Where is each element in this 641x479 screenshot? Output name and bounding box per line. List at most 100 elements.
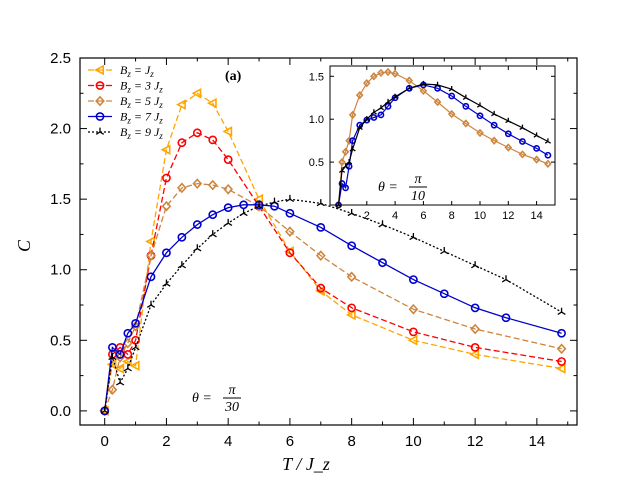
data-point xyxy=(533,132,540,138)
data-point xyxy=(406,85,413,91)
data-point xyxy=(347,241,357,251)
plot-area xyxy=(330,66,555,205)
data-point xyxy=(409,232,418,241)
data-point xyxy=(384,102,392,110)
data-point xyxy=(377,68,385,78)
y-tick-label: 2.5 xyxy=(50,50,71,67)
data-point xyxy=(533,144,541,152)
series-0 xyxy=(334,67,552,210)
legend-sub2: z xyxy=(158,85,163,95)
data-point xyxy=(470,323,480,335)
data-point xyxy=(115,350,125,359)
data-point xyxy=(270,197,279,205)
y-tick-label: 1.5 xyxy=(309,71,324,83)
data-point xyxy=(162,248,171,258)
x-tick-label: 6 xyxy=(420,210,426,222)
data-point xyxy=(391,69,399,78)
data-point xyxy=(254,201,264,210)
annotation-prefix: θ = xyxy=(378,180,398,195)
data-point xyxy=(222,126,233,137)
data-point xyxy=(131,343,140,351)
legend-var: B xyxy=(120,79,128,93)
y-tick-label: 0.0 xyxy=(50,403,71,420)
data-point xyxy=(223,183,234,195)
data-point xyxy=(469,349,480,360)
data-point xyxy=(356,124,363,131)
legend-var: B xyxy=(120,110,128,124)
data-point xyxy=(346,271,357,283)
data-point xyxy=(108,342,117,352)
legend-item: Bz = 5 Jz xyxy=(88,94,163,110)
data-point xyxy=(146,250,156,261)
data-point xyxy=(408,303,419,315)
data-point xyxy=(544,138,551,144)
data-point xyxy=(470,303,480,313)
data-point xyxy=(557,328,566,338)
data-point xyxy=(470,342,480,352)
data-point xyxy=(208,210,218,220)
data-point xyxy=(384,98,392,105)
annotation-prefix: θ = xyxy=(192,391,212,406)
data-point xyxy=(177,138,187,148)
data-point xyxy=(355,90,364,100)
annotation-numerator: π xyxy=(228,383,236,398)
data-point xyxy=(207,179,218,191)
data-point xyxy=(341,147,350,156)
data-point xyxy=(462,119,470,128)
data-point xyxy=(191,87,202,99)
legend-sub: z xyxy=(126,85,131,95)
data-point xyxy=(518,150,527,159)
legend-marker xyxy=(95,95,105,107)
data-point xyxy=(370,72,378,81)
legend-var: B xyxy=(120,125,128,139)
data-point xyxy=(177,261,186,269)
x-tick-label: 0 xyxy=(101,433,109,450)
data-point xyxy=(378,258,387,268)
data-point xyxy=(440,247,449,255)
annotation-denominator: 30 xyxy=(224,400,239,415)
data-point xyxy=(363,116,370,122)
series-line xyxy=(104,182,562,412)
data-point xyxy=(476,102,484,108)
data-point xyxy=(224,218,233,227)
data-point xyxy=(392,93,399,100)
data-point xyxy=(370,114,378,121)
x-tick-label: 14 xyxy=(529,433,546,450)
data-point xyxy=(345,309,356,321)
data-point xyxy=(439,289,449,299)
data-point xyxy=(316,199,325,207)
data-point xyxy=(378,220,387,228)
data-point xyxy=(405,76,414,85)
y-tick-label: 1.5 xyxy=(50,191,71,208)
legend-var: B xyxy=(120,94,128,108)
data-point xyxy=(447,109,456,119)
legend-rest: = 9 J xyxy=(134,125,160,139)
legend-label: Bz = 3 Jz xyxy=(120,79,163,95)
data-point xyxy=(519,138,526,145)
data-point xyxy=(377,111,385,119)
y-tick-label: 1.0 xyxy=(309,114,324,126)
legend-var: B xyxy=(120,63,128,77)
data-point xyxy=(346,158,353,165)
data-point xyxy=(123,328,133,338)
data-point xyxy=(377,104,385,111)
data-point xyxy=(347,208,356,217)
data-point xyxy=(192,178,203,189)
data-point xyxy=(285,194,295,203)
legend-item: Bz = 9 Jz xyxy=(88,125,163,141)
data-point xyxy=(348,110,357,120)
legend-sub: z xyxy=(126,100,131,110)
data-point xyxy=(434,81,441,88)
plot-frame xyxy=(329,65,556,206)
x-tick-label: 4 xyxy=(224,433,232,450)
plot-frame xyxy=(79,57,578,426)
legend-label: Bz = Jz xyxy=(120,63,154,79)
legend-marker xyxy=(94,64,105,76)
data-point xyxy=(434,84,441,92)
x-tick-label: 10 xyxy=(474,210,486,222)
data-point xyxy=(338,157,346,167)
data-point xyxy=(448,92,456,100)
data-point xyxy=(532,155,541,164)
